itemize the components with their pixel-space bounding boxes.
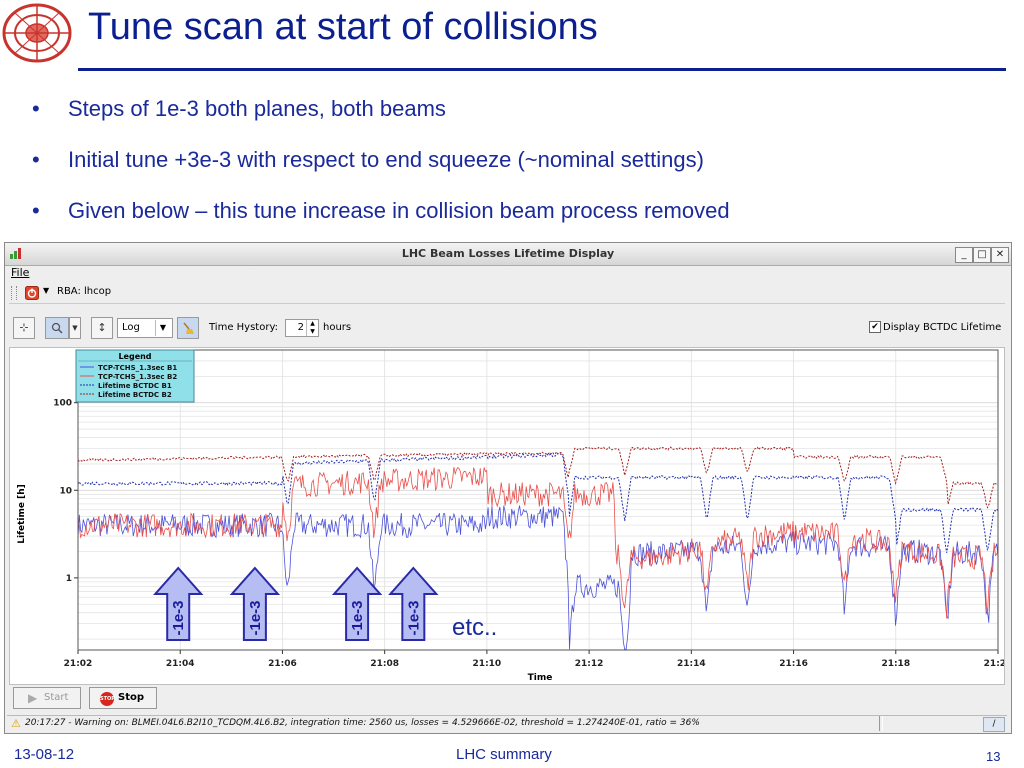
x-tick-label: 21:10 — [473, 659, 502, 669]
legend-box — [75, 349, 195, 403]
bullet-item: • Given below – this tune increase in col… — [32, 198, 730, 223]
x-tick-label: 21:06 — [268, 659, 297, 669]
start-button[interactable]: ▶ Start — [13, 687, 81, 709]
arrow-up-icon — [229, 566, 281, 641]
acquisition-buttons: ▶ Start STOP Stop — [9, 685, 1005, 713]
scale-select[interactable]: Log ▼ — [117, 318, 173, 338]
status-divider — [879, 716, 883, 731]
time-history-value: 2 — [297, 322, 304, 333]
display-bctdc-checkbox[interactable]: ✔ — [869, 321, 881, 333]
maximize-button[interactable]: □ — [973, 247, 991, 263]
rba-user-label: RBA: lhcop — [57, 286, 112, 297]
x-tick-label: 21:18 — [881, 659, 910, 669]
vertical-scale-button[interactable]: ↕ — [91, 317, 113, 339]
title-divider — [78, 68, 1006, 71]
bullet-text: Steps of 1e-3 both planes, both beams — [68, 96, 446, 121]
lifetime-display-window: LHC Beam Losses Lifetime Display _ □ ✕ F… — [4, 242, 1012, 734]
slide-title: Tune scan at start of collisions — [88, 6, 598, 48]
footer-date: 13-08-12 — [14, 746, 75, 763]
menu-bar: File — [5, 265, 1011, 281]
zoom-button[interactable] — [45, 317, 69, 339]
chart-axes: 21:02 21:04 21:06 21:08 21:10 21:12 21:14 21:16… — [53, 349, 1004, 669]
zoom-dropdown-button[interactable]: ▼ — [69, 317, 81, 339]
fit-view-button[interactable]: ⊹ — [13, 317, 35, 339]
app-icon — [10, 248, 21, 259]
bullet-item: • Steps of 1e-3 both planes, both beams — [32, 96, 446, 121]
power-icon[interactable] — [25, 286, 39, 300]
status-message: 20:17:27 - Warning on: BLMEI.04L6.B2I10_… — [25, 718, 700, 728]
legend-entry: TCP-TCHS_1.3sec B1 — [98, 364, 177, 372]
window-title: LHC Beam Losses Lifetime Display — [401, 247, 615, 260]
chevron-down-icon: ▼ — [155, 320, 170, 336]
rba-toolbar: ▼ RBA: lhcop — [9, 283, 1005, 304]
stop-sign-icon: STOP — [100, 692, 115, 706]
start-label: Start — [44, 692, 69, 703]
clear-button[interactable] — [177, 317, 199, 339]
x-tick-label: 21:20 — [984, 659, 1004, 669]
y-tick-label: 100 — [53, 399, 72, 409]
arrow-up-icon — [388, 566, 439, 641]
bullet-text: Initial tune +3e-3 with respect to end s… — [68, 147, 704, 172]
x-tick-label: 21:02 — [64, 659, 93, 669]
time-history-label: Time Hystory: — [209, 322, 279, 333]
time-history-spinner[interactable]: 2 ▲ ▼ — [285, 319, 319, 337]
status-resize-button[interactable]: / — [983, 717, 1005, 732]
x-tick-label: 21:04 — [166, 659, 195, 669]
x-tick-label: 21:12 — [575, 659, 604, 669]
arrow-label: -1e-3 — [405, 600, 422, 635]
series-line — [77, 446, 999, 509]
plot-frame — [77, 349, 999, 651]
plot-toolbar: ⊹ ▼ ↕ Log ▼ Time Hystory: 2 ▲ ▼ hours ✔ D… — [9, 315, 1005, 341]
y-axis-label: Lifetime [h] — [17, 484, 27, 543]
footer-page-number: 13 — [986, 749, 1001, 764]
cern-logo-icon — [2, 3, 72, 63]
x-tick-label: 21:14 — [677, 659, 706, 669]
bullet-item: • Initial tune +3e-3 with respect to end … — [32, 147, 704, 172]
arrow-up-icon — [153, 566, 204, 641]
chart-series — [77, 446, 999, 650]
legend-title: Legend — [118, 352, 151, 361]
chevron-down-icon[interactable]: ▼ — [43, 286, 50, 295]
spinner-arrows-icon[interactable]: ▲ ▼ — [306, 320, 318, 336]
arrow-label: -1e-3 — [349, 600, 366, 635]
play-icon: ▶ — [28, 691, 38, 705]
magnifier-icon — [51, 322, 63, 334]
close-button[interactable]: ✕ — [991, 247, 1009, 263]
toolbar-grip[interactable] — [11, 286, 17, 300]
footer-title: LHC summary — [456, 746, 552, 763]
etc-annotation: etc.. — [452, 614, 498, 641]
lifetime-chart-panel: 21:02 21:04 21:06 21:08 21:10 21:12 21:14 21:16… — [9, 347, 1005, 685]
warning-icon: ⚠ — [11, 717, 21, 730]
status-bar: ⚠ 20:17:27 - Warning on: BLMEI.04L6.B2I1… — [7, 715, 1007, 732]
series-line — [77, 466, 999, 619]
arrow-label: -1e-3 — [170, 600, 187, 635]
window-titlebar[interactable]: LHC Beam Losses Lifetime Display _ □ ✕ — [5, 243, 1011, 266]
series-line — [77, 505, 999, 650]
arrow-label: -1e-3 — [247, 600, 264, 635]
legend-entry: Lifetime BCTDC B2 — [98, 391, 172, 399]
x-axis-label: Time — [528, 673, 553, 683]
bullet-list: • Steps of 1e-3 both planes, both beams •… — [28, 92, 730, 245]
display-bctdc-label: Display BCTDC Lifetime — [883, 322, 1002, 333]
chart-legend: Legend TCP-TCHS_1.3sec B1TCP-TCHS_1.3sec… — [75, 349, 195, 403]
x-tick-label: 21:16 — [779, 659, 808, 669]
broom-icon — [183, 322, 194, 334]
lifetime-chart[interactable]: 21:02 21:04 21:06 21:08 21:10 21:12 21:14 21:16… — [10, 348, 1004, 684]
bullet-text: Given below – this tune increase in coll… — [68, 198, 730, 223]
scale-select-value: Log — [122, 322, 140, 333]
stop-label: Stop — [118, 692, 145, 703]
time-history-unit: hours — [323, 322, 352, 333]
minimize-button[interactable]: _ — [955, 247, 973, 263]
x-tick-label: 21:08 — [370, 659, 399, 669]
menu-file[interactable]: File — [11, 266, 30, 279]
y-tick-label: 10 — [59, 486, 72, 496]
y-tick-label: 1 — [66, 574, 72, 584]
legend-entry: TCP-TCHS_1.3sec B2 — [98, 373, 177, 381]
arrow-up-icon — [331, 566, 383, 641]
legend-entry: Lifetime BCTDC B1 — [98, 382, 172, 390]
stop-button[interactable]: STOP Stop — [89, 687, 157, 709]
